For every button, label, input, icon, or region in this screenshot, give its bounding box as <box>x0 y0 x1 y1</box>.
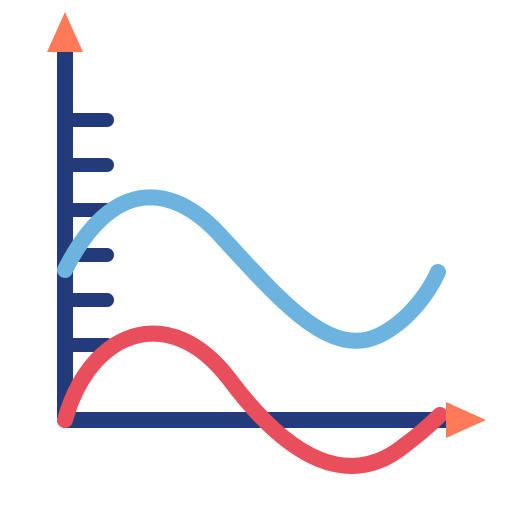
arrowhead-x-icon <box>446 402 486 438</box>
arrowhead-y-icon <box>47 12 83 52</box>
line-chart-icon <box>0 0 512 512</box>
curve-upper <box>65 197 438 340</box>
curve-lower <box>65 334 440 466</box>
